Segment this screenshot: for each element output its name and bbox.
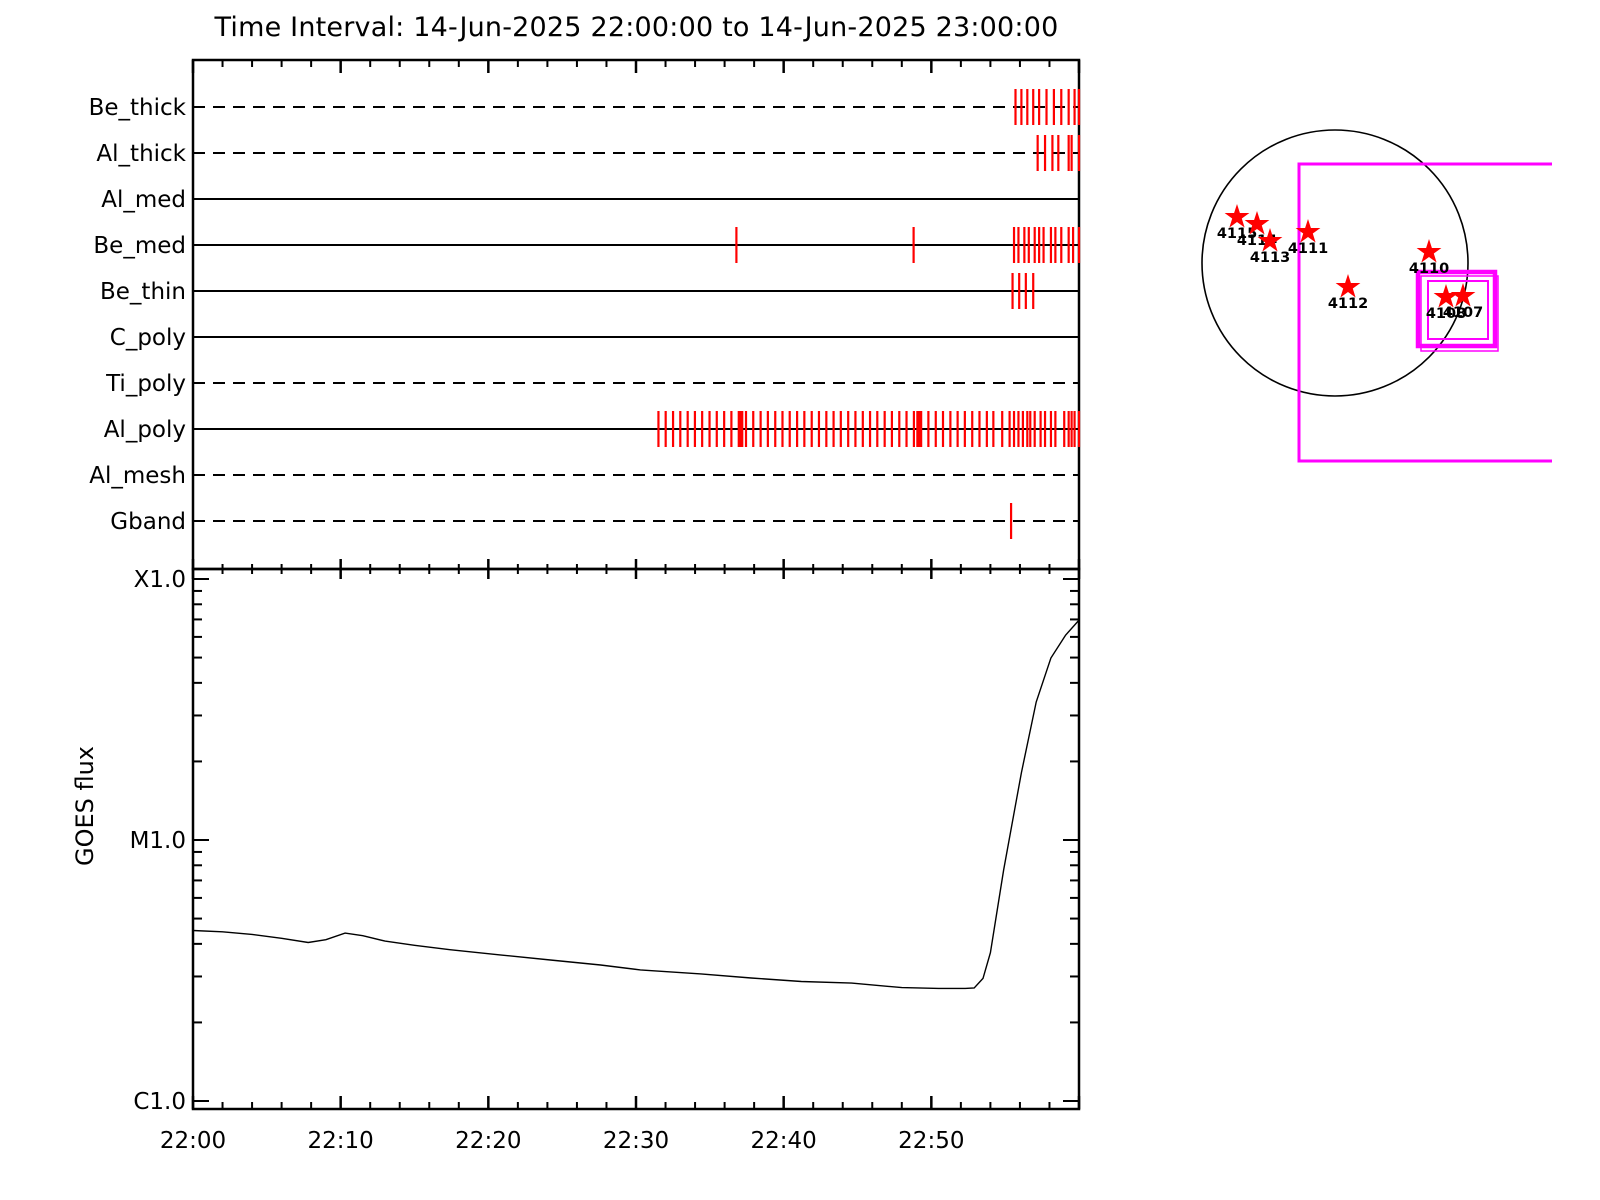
goes-ytick-label-X1.0: X1.0 xyxy=(134,567,186,593)
timeline-row-Be_thin: Be_thin xyxy=(100,273,1079,309)
timeline-row-Be_thick: Be_thick xyxy=(89,89,1081,125)
time-label-22:20: 22:20 xyxy=(455,1128,521,1154)
goes-ytick-label-M1.0: M1.0 xyxy=(130,828,186,854)
star-icon xyxy=(1450,283,1476,307)
filter-label-Gband: Gband xyxy=(110,509,186,535)
active-region-label: 4107 xyxy=(1443,305,1483,321)
time-axis-ticks xyxy=(191,60,1081,1109)
filter-label-Be_thick: Be_thick xyxy=(89,95,187,121)
fov-box-large xyxy=(1297,162,1552,463)
time-label-22:50: 22:50 xyxy=(898,1128,964,1154)
active-region-label: 4111 xyxy=(1288,241,1328,257)
chart-title: Time Interval: 14-Jun-2025 22:00:00 to 1… xyxy=(214,12,1059,43)
star-icon xyxy=(1433,284,1459,308)
active-region-label: 4112 xyxy=(1328,296,1368,312)
star-icon xyxy=(1224,204,1250,228)
active-region-4115: 4115 xyxy=(1217,204,1257,242)
active-region-4111: 4111 xyxy=(1288,219,1328,257)
filter-label-Al_thick: Al_thick xyxy=(96,141,186,167)
goes-ytick-label-C1.0: C1.0 xyxy=(133,1089,186,1115)
time-label-22:40: 22:40 xyxy=(751,1128,817,1154)
active-region-4110: 4110 xyxy=(1409,239,1449,277)
time-label-22:10: 22:10 xyxy=(308,1128,374,1154)
filter-label-Be_med: Be_med xyxy=(93,233,186,259)
star-icon xyxy=(1295,219,1321,243)
timeline-row-Be_med: Be_med xyxy=(93,227,1081,263)
filter-label-Al_mesh: Al_mesh xyxy=(89,463,186,489)
active-region-label: 4108 xyxy=(1426,306,1466,322)
star-icon xyxy=(1416,239,1442,263)
time-label-22:00: 22:00 xyxy=(160,1128,226,1154)
star-icon xyxy=(1244,211,1270,235)
active-region-4113: 4113 xyxy=(1250,228,1290,266)
timeline-row-Al_thick: Al_thick xyxy=(96,135,1081,171)
timeline-row-Al_mesh: Al_mesh xyxy=(89,463,1079,489)
fov-box-small-3 xyxy=(1427,280,1489,340)
timeline-row-Al_med: Al_med xyxy=(101,187,1079,213)
timeline-frame xyxy=(191,58,1081,571)
goes-frame xyxy=(191,567,1081,1111)
goes-panel: X1.0 M1.0 C1.0 GOES flux 22:00 22:10 22:20 22:3… xyxy=(71,567,1081,1154)
active-region-label: 4115 xyxy=(1217,226,1257,242)
filter-label-Ti_poly: Ti_poly xyxy=(105,371,186,397)
timeline-panel: Be_thick Al_thick Al_med Be_med Be_thin C_pol… xyxy=(89,58,1081,571)
timeline-row-Gband: Gband xyxy=(110,503,1079,539)
fov-box-small-2 xyxy=(1420,275,1499,352)
active-region-4112: 4112 xyxy=(1328,274,1368,312)
active-region-4107: 4107 xyxy=(1443,283,1483,321)
filter-label-C_poly: C_poly xyxy=(110,325,186,351)
timeline-row-Al_poly: Al_poly xyxy=(104,411,1081,447)
timeline-row-Ti_poly: Ti_poly xyxy=(105,371,1079,397)
active-region-label: 4113 xyxy=(1250,250,1290,266)
time-label-22:30: 22:30 xyxy=(603,1128,669,1154)
active-region-label: 4110 xyxy=(1409,261,1449,277)
goes-axis-title: GOES flux xyxy=(71,746,99,866)
star-icon xyxy=(1335,274,1361,298)
filter-label-Be_thin: Be_thin xyxy=(100,279,186,305)
fov-box-small-1 xyxy=(1415,269,1498,349)
goes-flux-curve xyxy=(192,619,1080,990)
star-icon xyxy=(1257,228,1283,252)
active-region-4108: 4108 xyxy=(1426,284,1466,322)
filter-label-Al_poly: Al_poly xyxy=(104,417,186,443)
solar-limb-circle xyxy=(1201,129,1469,397)
timeline-row-C_poly: C_poly xyxy=(110,325,1079,351)
filter-label-Al_med: Al_med xyxy=(101,187,186,213)
